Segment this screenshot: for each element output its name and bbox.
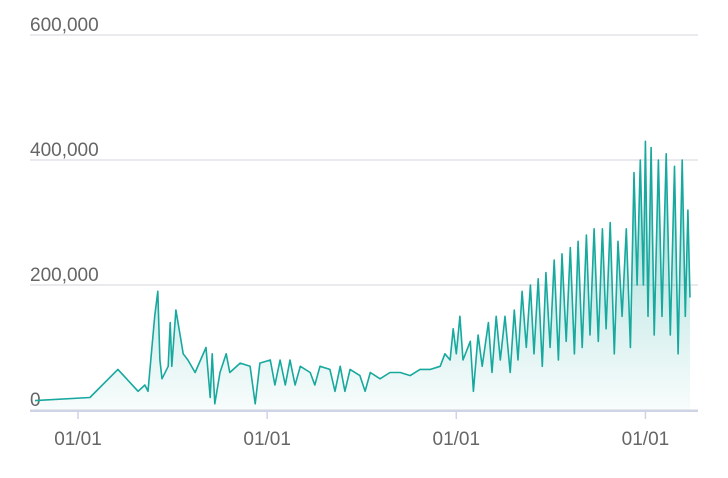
x-tick-label: 01/01 (54, 429, 102, 450)
y-tick-label: 400,000 (30, 140, 99, 161)
line (34, 140, 691, 405)
x-tick-label: 01/01 (433, 429, 481, 450)
y-tick-label: 600,000 (30, 15, 99, 36)
x-tick-label: 01/01 (243, 429, 291, 450)
area (35, 141, 690, 411)
x-tick-label: 01/01 (622, 429, 670, 450)
y-tick-label: 200,000 (30, 265, 99, 286)
